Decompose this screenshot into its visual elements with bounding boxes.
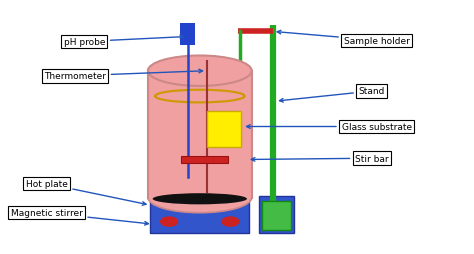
Text: Thermometer: Thermometer — [44, 70, 202, 81]
Text: Stir bar: Stir bar — [251, 154, 389, 163]
Text: pH probe: pH probe — [64, 36, 183, 47]
Text: Glass substrate: Glass substrate — [246, 122, 412, 132]
Bar — [181, 156, 228, 164]
Bar — [148, 71, 252, 198]
Bar — [262, 201, 292, 231]
Bar — [150, 198, 249, 233]
Text: Magnetic stirrer: Magnetic stirrer — [10, 209, 148, 225]
Text: Hot plate: Hot plate — [26, 179, 146, 205]
Text: Sample holder: Sample holder — [277, 31, 410, 45]
Circle shape — [222, 217, 239, 226]
Text: Stand: Stand — [280, 87, 385, 103]
Circle shape — [161, 217, 178, 226]
Ellipse shape — [148, 183, 252, 213]
Bar — [207, 112, 241, 147]
Bar — [180, 23, 195, 46]
Bar — [259, 197, 294, 233]
Ellipse shape — [148, 56, 252, 87]
Ellipse shape — [153, 194, 247, 204]
